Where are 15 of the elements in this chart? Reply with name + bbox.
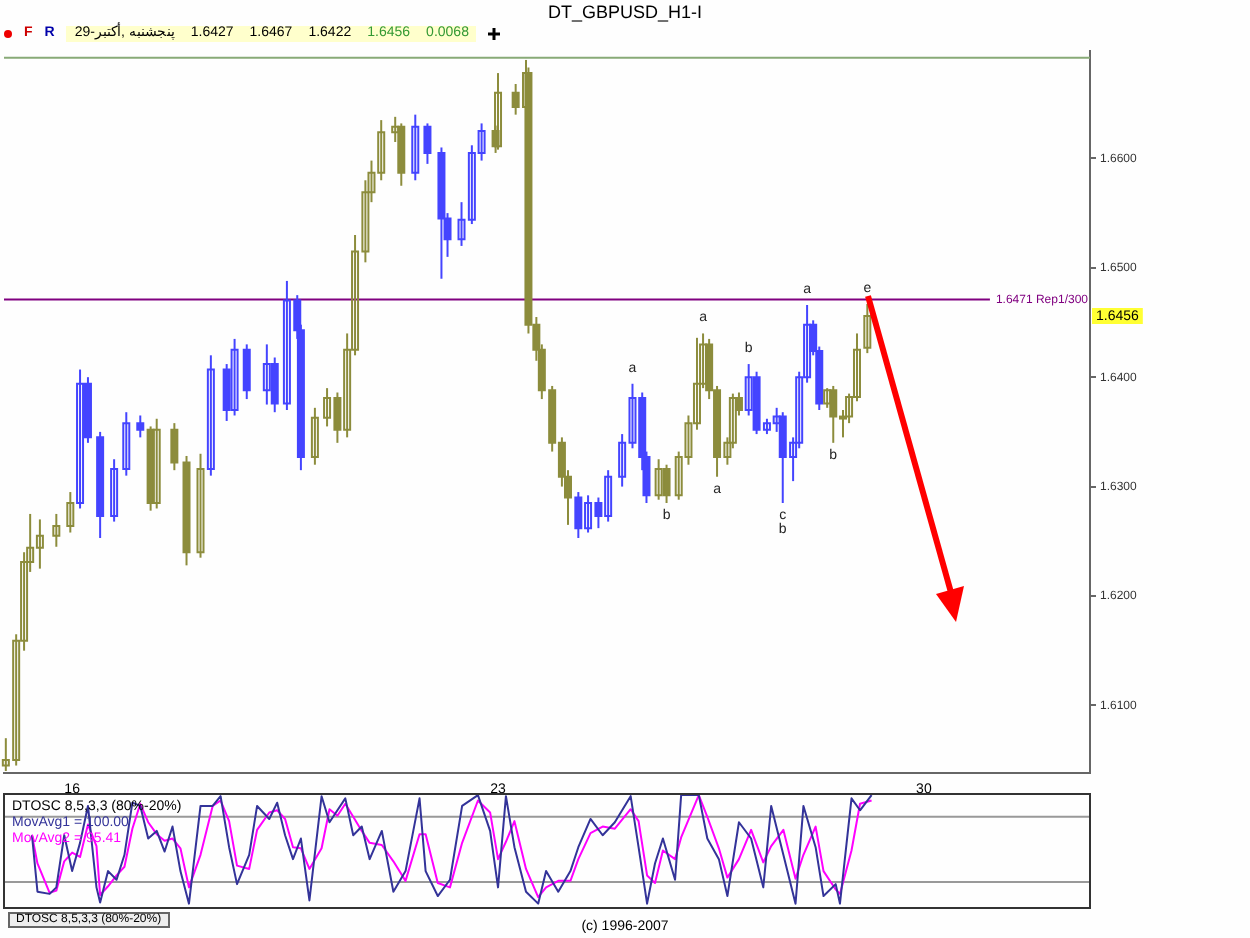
candlestick [863, 302, 872, 355]
candlestick [52, 512, 61, 548]
candlestick [411, 113, 420, 182]
candlestick [196, 452, 205, 559]
chart-title: DT_GBPUSD_H1-I [545, 2, 705, 22]
candlestick [76, 368, 85, 510]
candlestick [110, 458, 119, 523]
candlestick [230, 337, 239, 417]
candlestick [310, 406, 319, 466]
candlestick [206, 354, 215, 477]
candlestick [654, 458, 663, 501]
candlestick [152, 417, 161, 510]
candlestick [262, 343, 271, 406]
candlestick [122, 411, 131, 477]
candlestick [66, 491, 75, 534]
